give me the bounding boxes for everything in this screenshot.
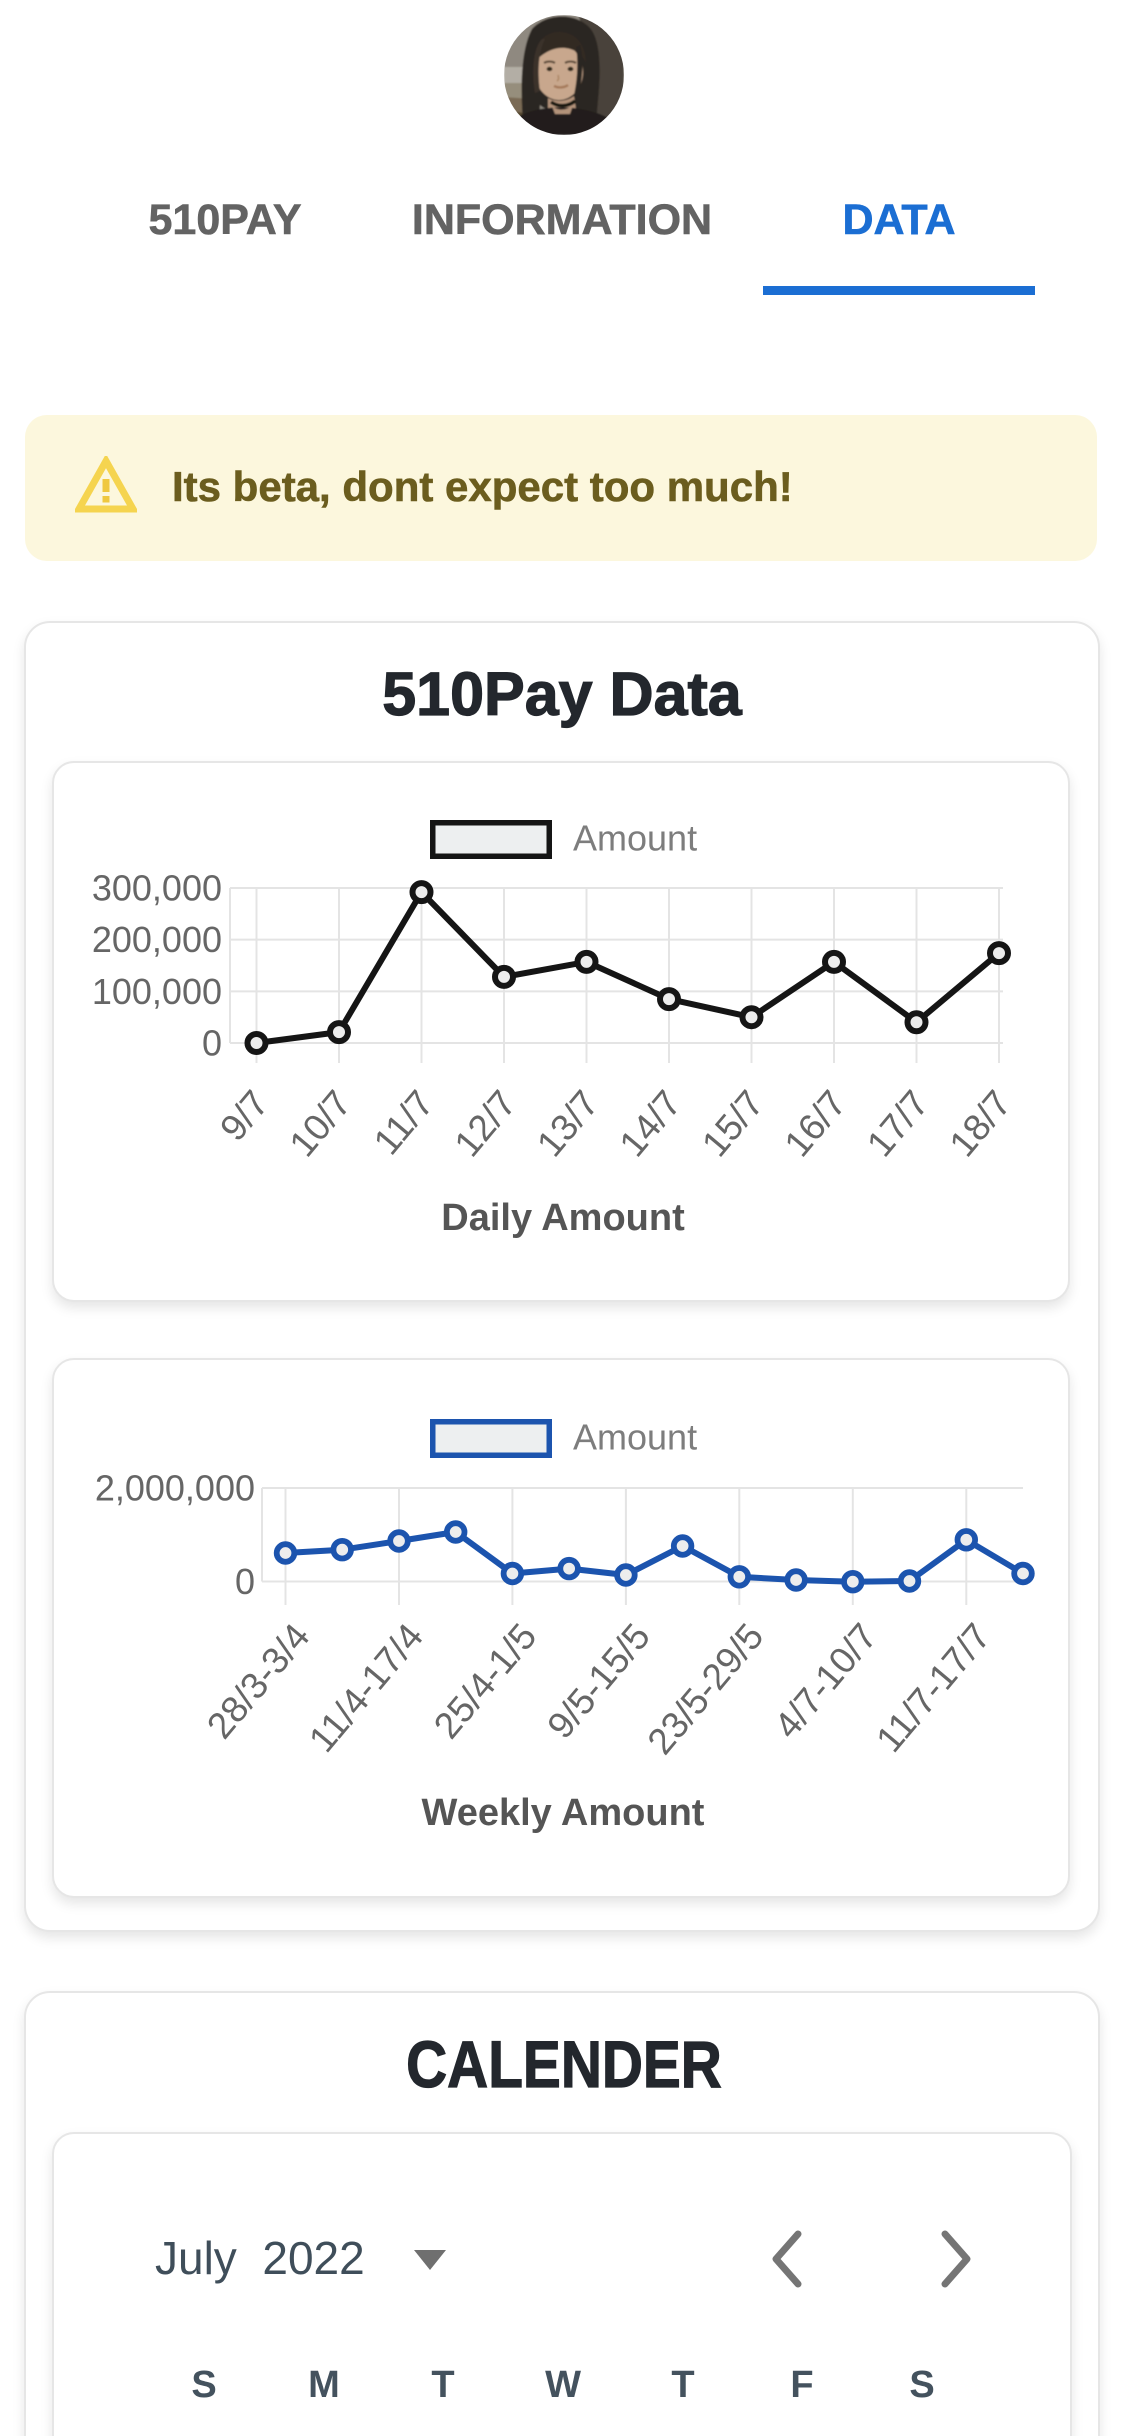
svg-text:10/7: 10/7 [281, 1083, 359, 1165]
svg-text:0: 0 [235, 1561, 255, 1602]
svg-text:200,000: 200,000 [92, 919, 222, 960]
svg-text:11/7-17/7: 11/7-17/7 [868, 1616, 998, 1760]
svg-text:17/7: 17/7 [859, 1083, 937, 1165]
svg-text:25/4-1/5: 25/4-1/5 [426, 1616, 545, 1746]
svg-text:Amount: Amount [573, 818, 697, 859]
svg-text:0: 0 [202, 1023, 222, 1064]
svg-text:11/4-17/4: 11/4-17/4 [301, 1616, 431, 1760]
svg-text:23/5-29/5: 23/5-29/5 [640, 1616, 772, 1762]
svg-text:9/5-15/5: 9/5-15/5 [539, 1616, 658, 1746]
svg-text:11/7: 11/7 [366, 1083, 442, 1162]
svg-text:Amount: Amount [573, 1417, 697, 1458]
svg-text:14/7: 14/7 [611, 1083, 689, 1165]
svg-text:300,000: 300,000 [92, 868, 222, 909]
svg-text:16/7: 16/7 [776, 1083, 854, 1165]
svg-text:12/7: 12/7 [446, 1083, 524, 1165]
svg-text:9/7: 9/7 [212, 1083, 276, 1149]
svg-text:Daily Amount: Daily Amount [441, 1197, 685, 1239]
svg-text:100,000: 100,000 [92, 971, 222, 1012]
svg-text:13/7: 13/7 [529, 1083, 607, 1165]
svg-text:28/3-3/4: 28/3-3/4 [199, 1616, 318, 1746]
svg-text:2,000,000: 2,000,000 [95, 1468, 255, 1509]
svg-text:Weekly Amount: Weekly Amount [422, 1792, 705, 1834]
svg-text:15/7: 15/7 [694, 1083, 772, 1165]
svg-text:4/7-10/7: 4/7-10/7 [766, 1616, 885, 1746]
svg-text:18/7: 18/7 [941, 1083, 1019, 1165]
